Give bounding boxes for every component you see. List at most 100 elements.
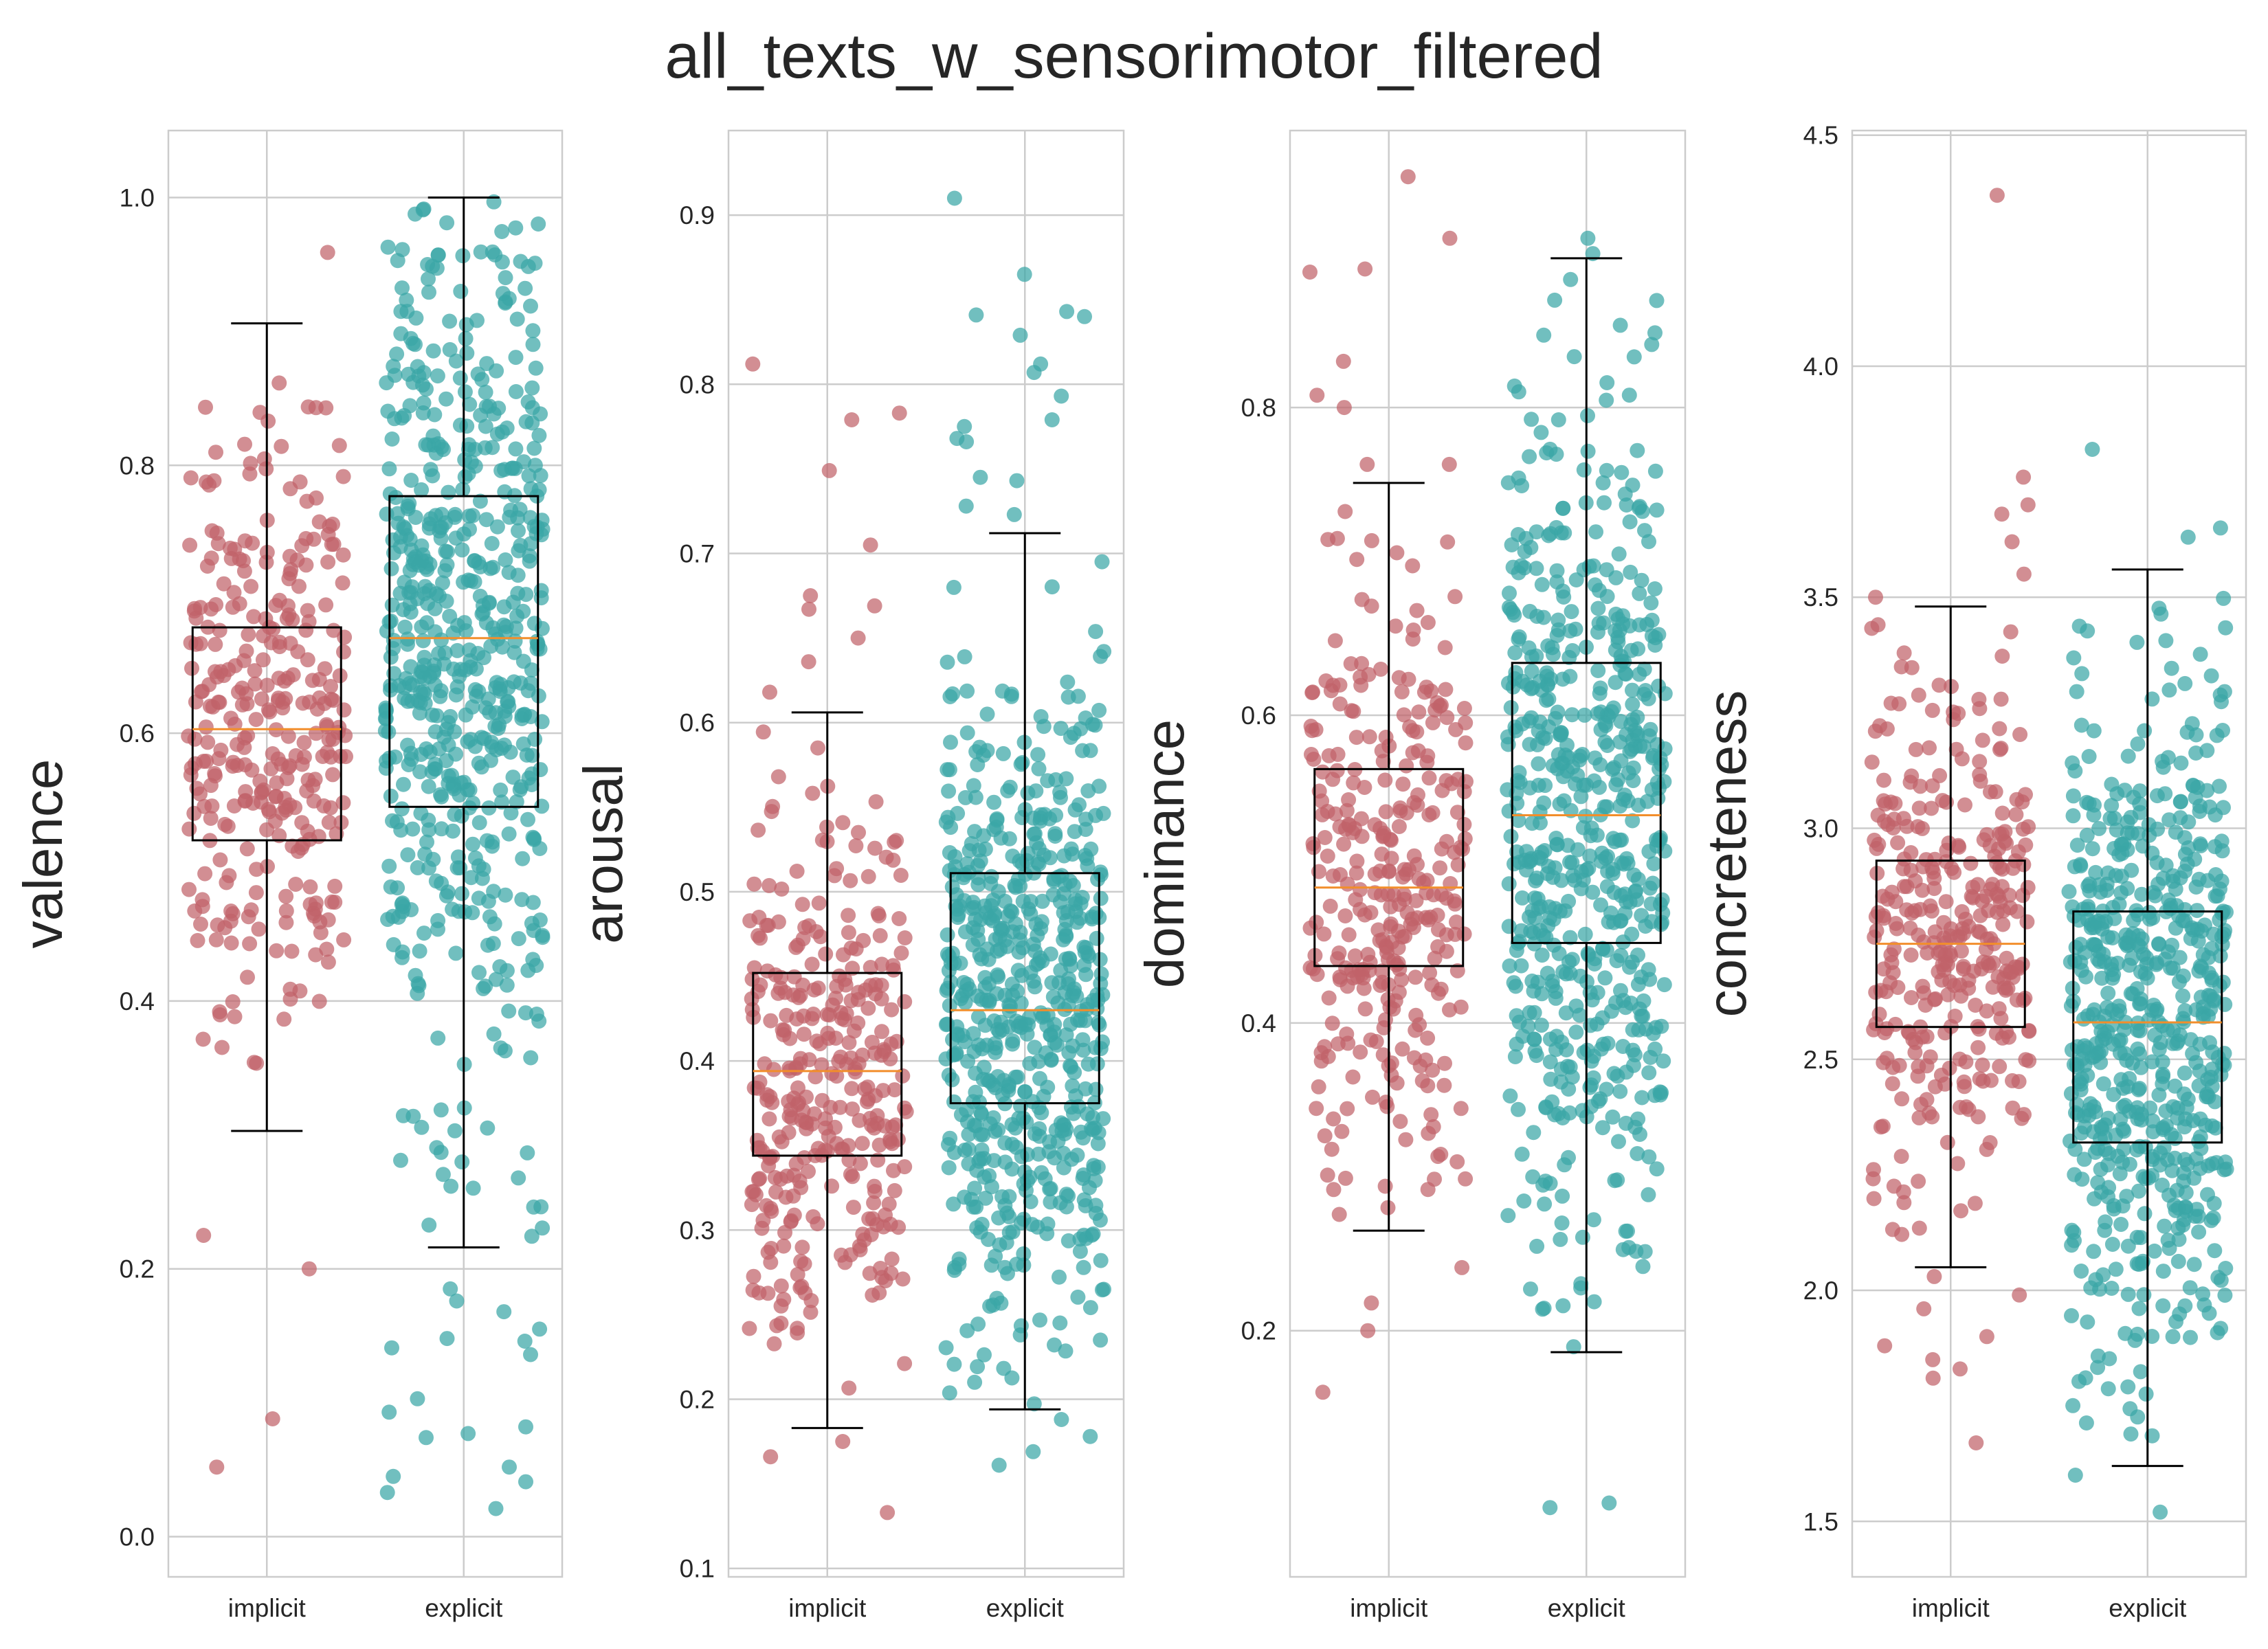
data-point (2104, 1281, 2120, 1296)
data-point (1625, 697, 1641, 713)
data-point (831, 1053, 847, 1069)
data-point (1934, 972, 1950, 988)
data-point (1329, 530, 1345, 546)
data-point (1625, 954, 1640, 970)
data-point (1443, 876, 1458, 891)
data-point (865, 1288, 880, 1303)
data-point (1641, 844, 1657, 860)
data-point (2157, 786, 2173, 802)
data-point (226, 798, 242, 814)
data-point (2130, 1409, 2146, 1425)
data-point (2139, 950, 2155, 965)
data-point (961, 1141, 977, 1157)
data-point (486, 406, 502, 422)
data-point (754, 1220, 770, 1236)
outlier-point (2016, 566, 2032, 582)
data-point (1599, 392, 1614, 408)
data-point (1321, 990, 1337, 1006)
data-point (300, 603, 315, 618)
data-point (1502, 585, 1517, 601)
data-point (979, 706, 995, 722)
data-point (1885, 1076, 1900, 1092)
data-point (989, 812, 1005, 828)
data-point (1348, 865, 1364, 881)
data-point (394, 904, 410, 919)
outlier-point (1877, 1338, 1893, 1354)
data-point (813, 929, 828, 945)
data-point (1956, 1074, 1972, 1090)
data-point (1034, 1165, 1049, 1180)
data-point (483, 638, 499, 654)
data-point (938, 1340, 954, 1356)
data-point (1993, 691, 2009, 707)
data-point (433, 1102, 449, 1118)
data-point (1600, 1035, 1616, 1051)
data-point (1656, 977, 1672, 993)
data-point (1550, 412, 1566, 427)
data-point (1067, 824, 1082, 840)
data-point (1649, 293, 1665, 309)
y-tick-label: 2.0 (1803, 1277, 1838, 1305)
data-point (1558, 966, 1574, 982)
data-point (1879, 721, 1895, 737)
data-point (1044, 975, 1060, 991)
outlier-point (1335, 353, 1351, 369)
data-point (458, 330, 474, 346)
data-point (1033, 709, 1049, 724)
data-point (414, 1119, 430, 1135)
data-point (383, 788, 399, 804)
data-point (2157, 952, 2173, 967)
data-point (1580, 408, 1595, 423)
data-point (1548, 1042, 1564, 1057)
data-point (1599, 1081, 1614, 1097)
data-point (1437, 1055, 1452, 1071)
data-point (1615, 608, 1631, 624)
data-point (1988, 784, 2003, 800)
data-point (524, 748, 540, 763)
data-point (1652, 1084, 1668, 1100)
data-point (1975, 732, 1990, 748)
data-point (1357, 1001, 1373, 1017)
data-point (1314, 793, 1330, 809)
data-point (2197, 917, 2212, 933)
data-point (1076, 939, 1092, 955)
data-point (2132, 939, 2148, 954)
outlier-point (384, 1340, 399, 1356)
data-point (1438, 890, 1454, 906)
data-point (2125, 926, 2141, 941)
data-point (1348, 730, 1364, 745)
data-point (1621, 388, 1637, 403)
data-point (1643, 721, 1658, 737)
data-point (441, 484, 456, 500)
data-point (511, 523, 526, 539)
data-point (237, 436, 252, 452)
data-point (1622, 514, 1638, 530)
y-tick-label: 4.5 (1803, 122, 1838, 150)
data-point (210, 536, 226, 552)
data-point (970, 877, 986, 893)
y-tick-label: 0.1 (680, 1555, 715, 1583)
data-point (1641, 1149, 1657, 1165)
data-point (994, 1189, 1010, 1204)
data-point (471, 555, 487, 570)
data-point (967, 1374, 983, 1390)
data-point (2138, 1386, 2154, 1402)
data-point (1593, 897, 1609, 913)
data-point (1034, 1105, 1049, 1121)
data-point (1886, 1178, 1902, 1194)
data-point (1547, 292, 1563, 308)
data-point (1031, 856, 1047, 872)
data-point (1647, 581, 1663, 596)
data-point (967, 1180, 983, 1196)
data-point (2104, 798, 2120, 814)
data-point (1019, 1027, 1035, 1042)
data-point (514, 892, 530, 908)
data-point (1408, 1007, 1424, 1023)
data-point (2094, 970, 2110, 986)
data-point (1433, 1147, 1449, 1162)
data-point (761, 1111, 777, 1127)
data-point (1888, 916, 1904, 931)
data-point (1654, 892, 1670, 908)
data-point (1937, 1025, 1953, 1041)
data-point (1458, 1171, 1474, 1187)
